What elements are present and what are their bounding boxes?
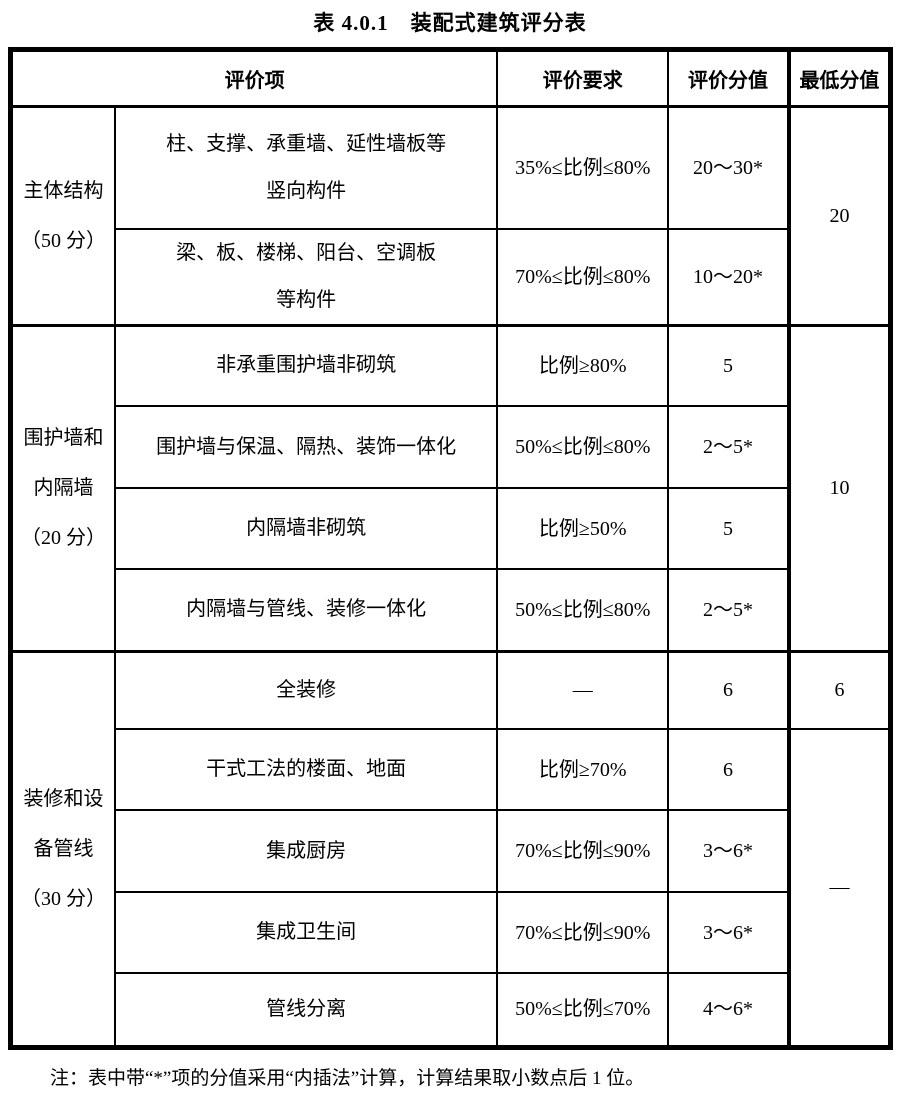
requirement-cell: 比例≥80% <box>496 323 670 407</box>
requirement-cell: 70%≤比例≤80% <box>496 227 670 326</box>
item-cell: 内隔墙与管线、装修一体化 <box>114 568 499 652</box>
category-cell-structure: 主体结构 （50 分） <box>9 105 117 326</box>
min-score-cell: 6 <box>786 649 892 730</box>
score-cell: 6 <box>667 728 790 811</box>
score-cell: 3～6* <box>667 891 790 974</box>
score-cell: 3～6* <box>667 809 790 893</box>
requirement-cell: 70%≤比例≤90% <box>496 809 670 893</box>
table-row: 围护墙与保温、隔热、装饰一体化 50%≤比例≤80% 2～5* <box>11 405 891 489</box>
table-row: 管线分离 50%≤比例≤70% 4～6* <box>11 972 891 1048</box>
header-requirement: 评价要求 <box>496 48 670 108</box>
item-cell: 内隔墙非砌筑 <box>114 487 499 570</box>
min-score-cell: 10 <box>786 323 892 652</box>
item-cell: 全装修 <box>114 649 499 730</box>
requirement-cell: 50%≤比例≤70% <box>496 972 670 1048</box>
item-cell: 干式工法的楼面、地面 <box>114 728 499 811</box>
score-cell: 6 <box>667 649 790 730</box>
item-cell: 集成卫生间 <box>114 891 499 974</box>
item-cell: 管线分离 <box>114 972 499 1048</box>
page-title: 表 4.0.1 装配式建筑评分表 <box>313 11 587 35</box>
item-cell: 柱、支撑、承重墙、延性墙板等 竖向构件 <box>114 105 499 230</box>
requirement-cell: 50%≤比例≤80% <box>496 405 670 489</box>
table-row: 梁、板、楼梯、阳台、空调板 等构件 70%≤比例≤80% 10～20* <box>11 227 891 326</box>
header-score: 评价分值 <box>667 48 790 108</box>
score-cell: 5 <box>667 323 790 407</box>
item-cell: 非承重围护墙非砌筑 <box>114 323 499 407</box>
min-score-cell: — <box>786 728 892 1048</box>
score-cell: 10～20* <box>667 227 790 326</box>
scoring-table: 评价项 评价要求 评价分值 最低分值 主体结构 （50 分） 柱、支撑、承重墙、… <box>8 47 893 1050</box>
requirement-cell: 70%≤比例≤90% <box>496 891 670 974</box>
item-cell: 梁、板、楼梯、阳台、空调板 等构件 <box>114 227 499 326</box>
item-cell: 集成厨房 <box>114 809 499 893</box>
table-row: 装修和设 备管线 （30 分） 全装修 — 6 6 <box>9 649 892 1048</box>
table-row: 集成厨房 70%≤比例≤90% 3～6* <box>11 809 891 893</box>
table-row: 干式工法的楼面、地面 比例≥70% 6 — <box>11 728 892 1048</box>
header-min-score: 最低分值 <box>786 48 892 108</box>
requirement-cell: 比例≥50% <box>496 487 670 570</box>
item-cell: 围护墙与保温、隔热、装饰一体化 <box>114 405 499 489</box>
table-row: 主体结构 （50 分） 柱、支撑、承重墙、延性墙板等 竖向构件 35%≤比例≤8… <box>9 105 892 326</box>
header-item: 评价项 <box>9 48 499 108</box>
table-row: 围护墙和 内隔墙 （20 分） 非承重围护墙非砌筑 比例≥80% 5 10 <box>9 323 892 652</box>
category-cell-walls: 围护墙和 内隔墙 （20 分） <box>9 323 117 652</box>
score-cell: 20～30* <box>667 105 790 230</box>
score-cell: 2～5* <box>667 568 790 652</box>
table-row: 集成卫生间 70%≤比例≤90% 3～6* <box>11 891 891 974</box>
category-cell-decoration: 装修和设 备管线 （30 分） <box>9 649 117 1048</box>
score-cell: 5 <box>667 487 790 570</box>
requirement-cell: 50%≤比例≤80% <box>496 568 670 652</box>
score-cell: 2～5* <box>667 405 790 489</box>
requirement-cell: 比例≥70% <box>496 728 670 811</box>
requirement-cell: — <box>496 649 670 730</box>
table-note: 注：表中带“*”项的分值采用“内插法”计算，计算结果取小数点后 1 位。 <box>50 1067 645 1089</box>
requirement-cell: 35%≤比例≤80% <box>496 105 670 230</box>
min-score-cell: 20 <box>786 105 892 326</box>
table-row: 内隔墙非砌筑 比例≥50% 5 <box>11 487 891 570</box>
score-cell: 4～6* <box>667 972 790 1048</box>
table-header-row: 评价项 评价要求 评价分值 最低分值 <box>9 48 892 108</box>
table-row: 内隔墙与管线、装修一体化 50%≤比例≤80% 2～5* <box>11 568 891 652</box>
